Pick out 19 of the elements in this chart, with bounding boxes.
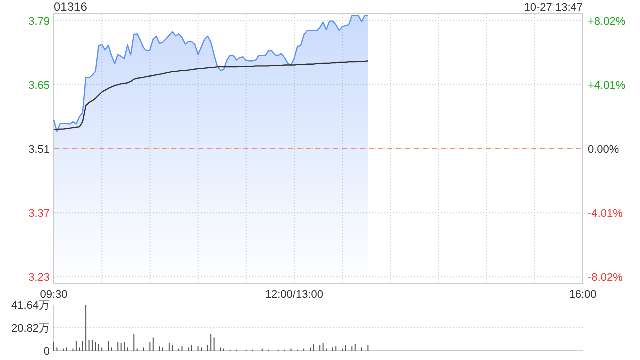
y-tick-label: 20.82万	[11, 323, 50, 335]
y-tick-label: 3.65	[28, 80, 50, 92]
y2-tick-label: +8.02%	[588, 16, 626, 28]
y-tick-label: 3.51	[28, 144, 50, 156]
x-tick-label: 09:30	[40, 289, 68, 301]
y2-tick-label: 0.00%	[588, 144, 620, 156]
x-tick-label: 12:00/13:00	[265, 289, 324, 301]
y-tick-label: 3.37	[28, 208, 50, 220]
y2-tick-label: -8.02%	[588, 272, 624, 284]
y2-tick-label: -4.01%	[588, 208, 624, 220]
chart-title: 01316	[54, 0, 88, 14]
annotation: 10-27 13:47	[524, 2, 583, 14]
y-tick-label: 0	[44, 346, 50, 358]
y-tick-label: 3.23	[28, 272, 50, 284]
y2-tick-label: +4.01%	[588, 80, 626, 92]
y-tick-label: 3.79	[28, 16, 50, 28]
x-tick-label: 16:00	[569, 289, 597, 301]
y-tick-label: 41.64万	[11, 300, 50, 312]
line-series	[53, 60, 369, 130]
